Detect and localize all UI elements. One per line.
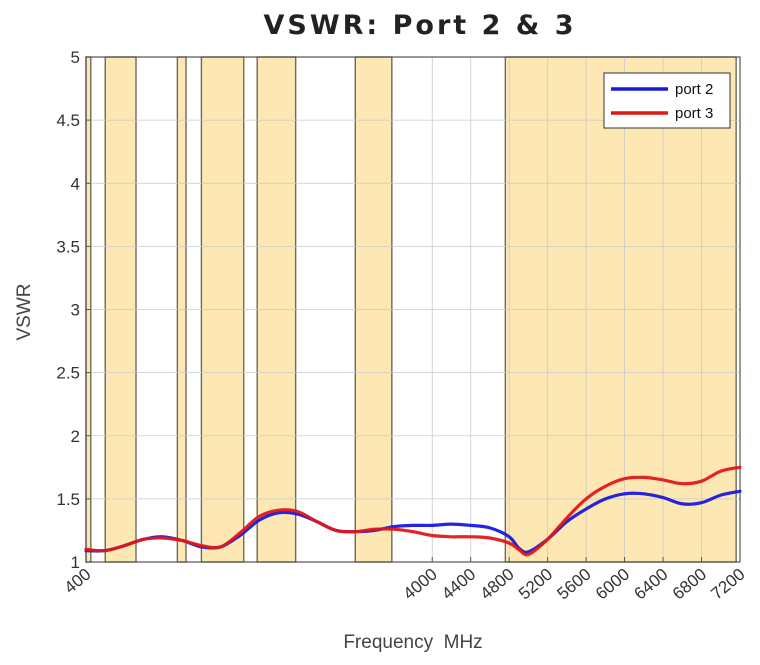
- x-tick-label: 6000: [592, 565, 633, 604]
- x-tick-label: 6800: [669, 565, 710, 604]
- y-tick-label: 4: [71, 174, 80, 193]
- y-tick-label: 3.5: [56, 237, 80, 256]
- y-tick-label: 1.5: [56, 490, 80, 509]
- series-lines: [84, 465, 742, 557]
- y-tick-label: 3: [71, 301, 80, 320]
- y-tick-label: 5: [71, 48, 80, 67]
- x-axis-label: Frequency MHz: [343, 632, 482, 653]
- y-tick-label: 2.5: [56, 364, 80, 383]
- x-tick-label: 5200: [515, 565, 556, 604]
- x-tick-label: 4800: [477, 565, 518, 604]
- y-tick-label: 2: [71, 427, 80, 446]
- x-tick-label: 6400: [630, 565, 671, 604]
- y-tick-label: 4.5: [56, 111, 80, 130]
- chart-title: VSWR: Port 2 & 3: [264, 10, 577, 41]
- x-tick-label: 5600: [553, 565, 594, 604]
- legend-label-port-2: port 2: [675, 81, 713, 98]
- y-axis-ticks: 1 1.5 2 2.5 3 3.5 4 4.5 5: [56, 48, 91, 572]
- x-tick-label: 7200: [707, 565, 748, 604]
- legend: port 2 port 3: [603, 72, 731, 129]
- y-tick-label: 1: [71, 553, 80, 572]
- x-tick-label: 400: [61, 565, 95, 598]
- legend-label-port-3: port 3: [675, 105, 713, 122]
- series-line-port-3: [84, 465, 742, 557]
- x-tick-label: 4400: [438, 565, 479, 604]
- y-axis-label: VSWR: [14, 284, 35, 341]
- legend-box: [603, 72, 731, 129]
- x-tick-label: 4000: [400, 565, 441, 604]
